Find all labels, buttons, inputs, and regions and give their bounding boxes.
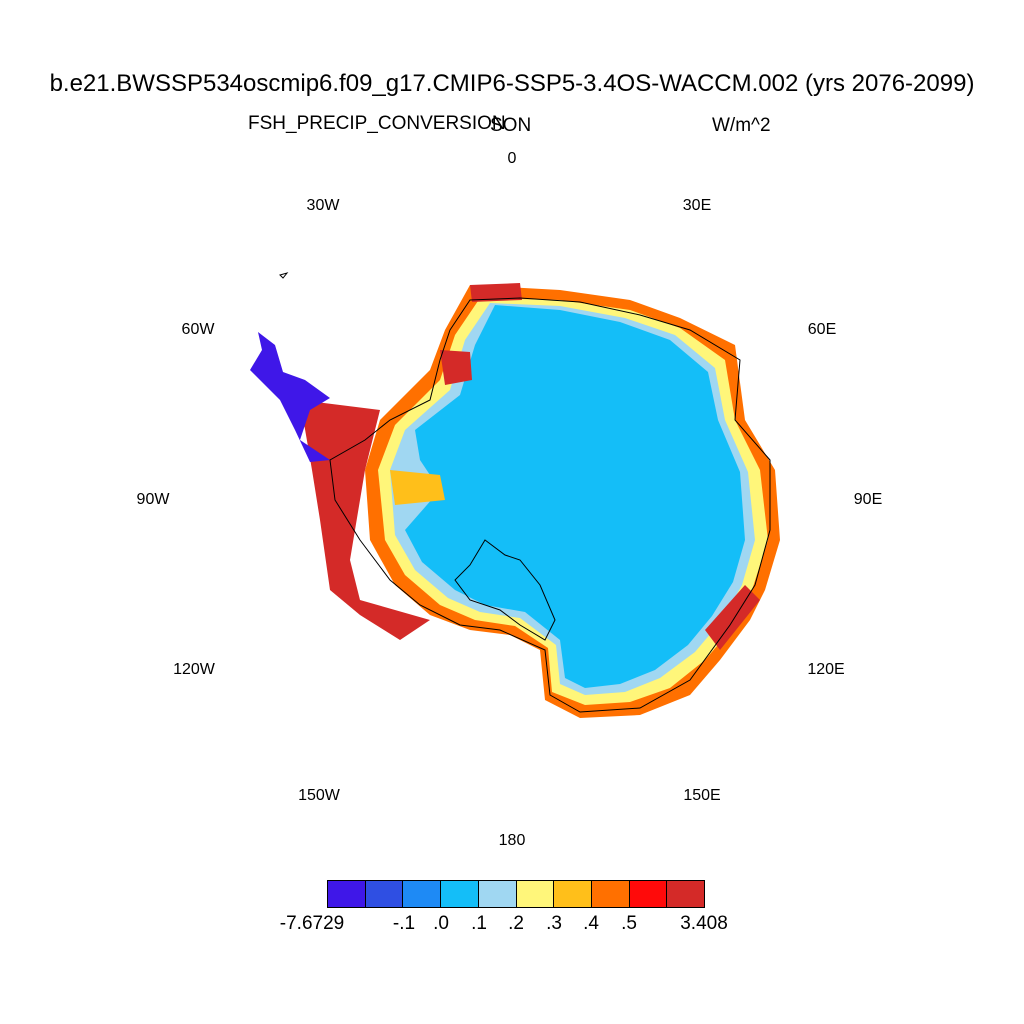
dml-red-patch [440,350,472,385]
colorbar-tick-label: .4 [583,913,599,934]
lon-label-90w: 90W [136,491,170,508]
colorbar-tick-label: .2 [508,913,524,934]
lon-label-30w: 30W [306,197,340,214]
colorbar-box [440,880,479,908]
coastline [329,297,771,713]
island-outline [279,272,289,279]
lon-label-150e: 150E [683,787,721,804]
colorbar-tick-label: .0 [433,913,449,934]
colorbar-tick-label: 3.408 [680,913,728,934]
lon-label-120e: 120E [807,661,845,678]
ross-ice-shelf-outline [454,539,556,641]
lon-label-0: 0 [507,150,517,167]
colorbar-tick-label: .1 [471,913,487,934]
east-coast-red-patch [705,585,760,650]
units-label: W/m^2 [712,115,771,136]
colorbar-box [590,880,630,908]
colorbar-box [515,880,555,908]
variable-name: FSH_PRECIP_CONVERSION [248,113,506,134]
colorbar-tick-label: .3 [546,913,562,934]
north-coast-red-patch [470,283,522,302]
peninsula-negative-region [250,332,330,462]
lon-label-180: 180 [498,832,526,849]
lon-label-120w: 120W [173,661,215,678]
season-label: SON [490,115,532,136]
colorbar-box [477,880,517,908]
weddell-warm-patch [390,470,445,505]
colorbar-tick-label: .5 [621,913,637,934]
lon-label-60w: 60W [181,321,215,338]
lon-label-60e: 60E [807,321,837,338]
colorbar-box [364,880,404,908]
antarctica-data-field [250,283,780,718]
colorbar-box [402,880,442,908]
colorbar-box [666,880,706,908]
colorbar [327,880,706,908]
colorbar-tick-label: -.1 [392,913,416,934]
colorbar-box [327,880,366,908]
map-title: b.e21.BWSSP534oscmip6.f09_g17.CMIP6-SSP5… [49,70,975,97]
peninsula-warm-band [300,400,430,640]
lon-label-90e: 90E [853,491,883,508]
colorbar-box [628,880,668,908]
interior-region [405,305,745,688]
colorbar-box [553,880,592,908]
lon-label-150w: 150W [298,787,340,804]
colorbar-tick-label: -7.6729 [279,913,345,934]
lon-label-30e: 30E [682,197,712,214]
